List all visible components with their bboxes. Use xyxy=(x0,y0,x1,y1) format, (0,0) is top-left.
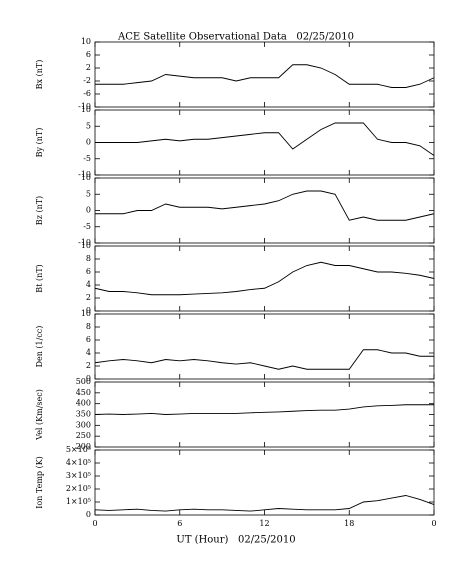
y-axis-label: Bz (nT) xyxy=(35,196,44,225)
y-tick-label: -5 xyxy=(83,222,91,231)
y-tick-label: 5 xyxy=(86,189,91,198)
data-line xyxy=(95,122,435,156)
y-tick-label: 2 xyxy=(86,293,91,302)
y-tick-label: 4 xyxy=(86,348,91,357)
y-axis-label: Vel (Km/sec) xyxy=(35,389,44,441)
y-tick-label: 10 xyxy=(81,105,91,114)
y-tick-label: -10 xyxy=(78,102,91,111)
y-tick-label: 2 xyxy=(86,361,91,370)
y-tick-label: -6 xyxy=(83,89,91,98)
y-tick-label: 0 xyxy=(86,206,91,215)
data-line xyxy=(94,349,434,370)
y-tick-label: 1×10⁵ xyxy=(66,497,91,506)
y-tick-label: -5 xyxy=(83,154,91,163)
y-tick-label: 8 xyxy=(86,322,91,331)
data-line xyxy=(94,404,434,415)
data-line xyxy=(94,261,435,296)
y-tick-label: -10 xyxy=(78,170,91,179)
x-tick-label: 0 xyxy=(92,519,97,528)
y-tick-label: 5×10⁵ xyxy=(66,445,91,454)
y-tick-label: 0 xyxy=(86,374,91,383)
data-line xyxy=(95,190,435,221)
x-tick-label: 12 xyxy=(259,519,269,528)
y-tick-label: 2 xyxy=(86,63,91,72)
data-line xyxy=(94,495,435,512)
y-tick-label: 10 xyxy=(81,309,91,318)
y-tick-label: 4 xyxy=(86,280,91,289)
y-tick-label: 0 xyxy=(86,138,91,147)
y-tick-label: 10 xyxy=(81,173,91,182)
y-tick-label: 300 xyxy=(76,420,91,429)
y-tick-label: 8 xyxy=(86,254,91,263)
y-axis-label: By (nT) xyxy=(35,128,44,158)
y-tick-label: 500 xyxy=(76,377,91,386)
y-tick-label: 6 xyxy=(86,267,91,276)
y-tick-label: 350 xyxy=(76,410,91,419)
chart-title: ACE Satellite Observational Data 02/25/2… xyxy=(117,32,354,43)
data-line xyxy=(95,64,435,88)
y-axis-label: Bt (nT) xyxy=(35,264,44,292)
y-tick-label: 3×10⁵ xyxy=(66,471,91,480)
y-tick-label: 6 xyxy=(86,335,91,344)
y-tick-label: 0 xyxy=(86,510,91,519)
y-tick-label: 200 xyxy=(76,442,91,451)
y-tick-label: 0 xyxy=(86,306,91,315)
y-tick-label: -10 xyxy=(78,238,91,247)
y-tick-label: 10 xyxy=(81,241,91,250)
y-axis-label: Den (1/cc) xyxy=(35,326,44,368)
y-tick-label: 450 xyxy=(76,388,91,397)
x-tick-label: 6 xyxy=(177,519,182,528)
y-tick-label: 5 xyxy=(86,121,91,130)
y-tick-label: 10 xyxy=(81,37,91,46)
y-tick-label: 2×10⁵ xyxy=(66,484,91,493)
y-axis-label: Ion Temp (K) xyxy=(35,456,44,509)
x-axis-label: UT (Hour) 02/25/2010 xyxy=(176,535,295,546)
y-tick-label: 250 xyxy=(76,431,91,440)
y-tick-label: -2 xyxy=(83,76,91,85)
y-tick-label: 400 xyxy=(76,399,91,408)
y-tick-label: 6 xyxy=(86,50,91,59)
y-tick-label: 4×10⁵ xyxy=(66,458,91,467)
x-tick-label: 18 xyxy=(344,519,354,528)
y-axis-label: Bx (nT) xyxy=(35,60,44,90)
x-tick-label: 0 xyxy=(431,519,436,528)
